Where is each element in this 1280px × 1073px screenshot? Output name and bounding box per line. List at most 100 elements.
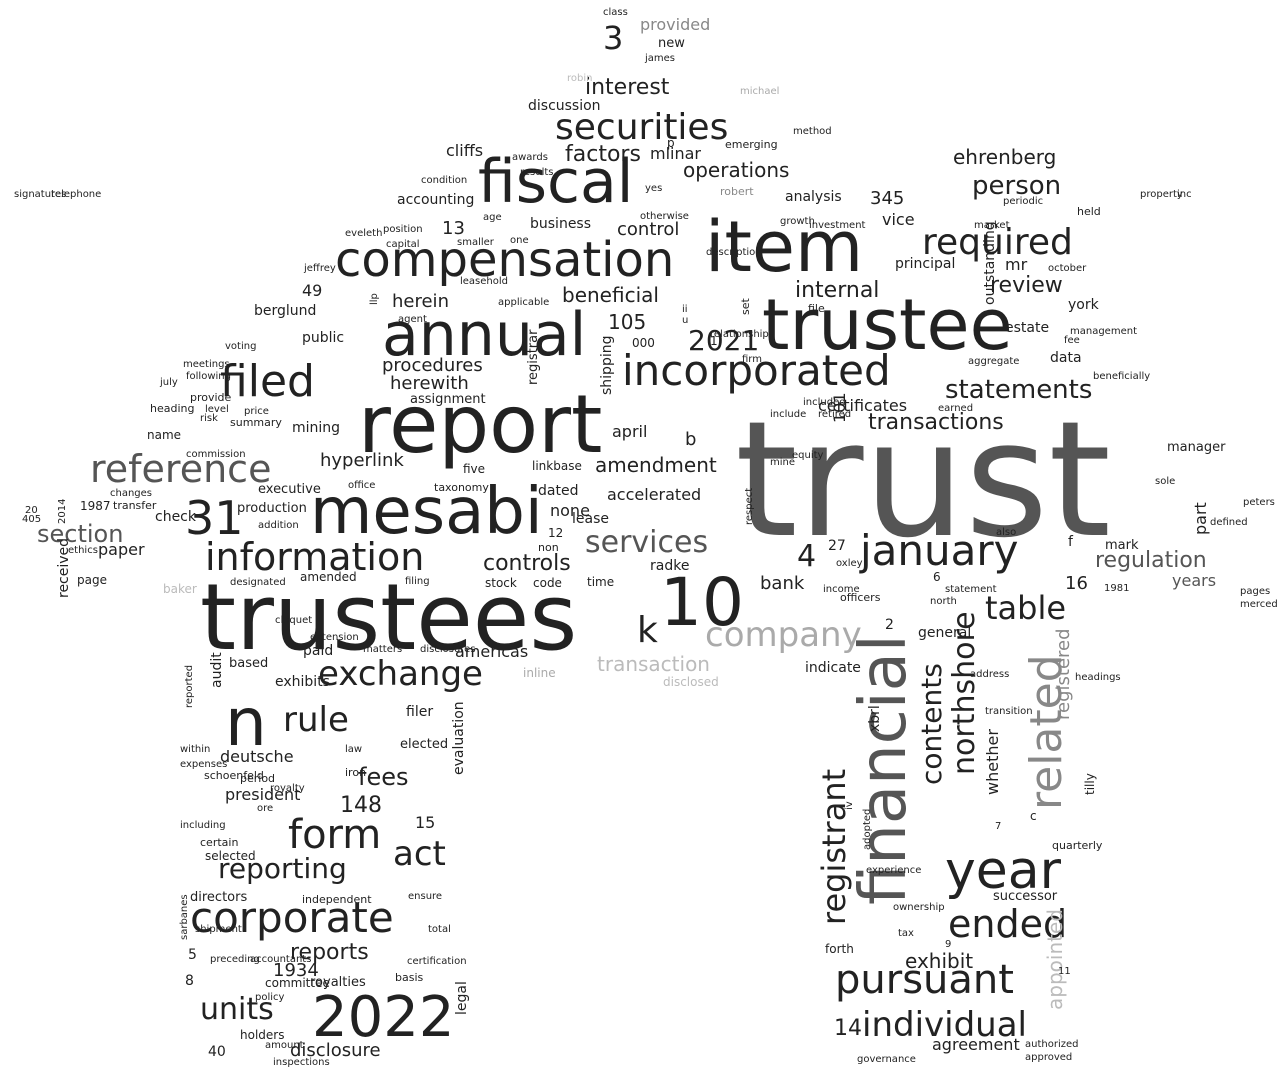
cloud-word: smaller: [457, 237, 494, 248]
cloud-word: cliffs: [446, 141, 484, 160]
cloud-word: approved: [1025, 1052, 1073, 1063]
cloud-word: iv: [844, 801, 855, 810]
cloud-word: accelerated: [607, 485, 702, 504]
cloud-word: lease: [572, 511, 609, 527]
cloud-word: deutsche: [220, 747, 294, 766]
cloud-word: transfer: [113, 499, 157, 512]
cloud-word: aggregate: [968, 356, 1020, 367]
cloud-word: results: [520, 167, 554, 178]
cloud-word: also: [996, 527, 1017, 538]
cloud-word: p: [667, 136, 675, 150]
cloud-word: 5: [188, 947, 197, 963]
cloud-word: herewith: [390, 373, 469, 394]
cloud-word: ownership: [893, 902, 945, 913]
cloud-word: non: [538, 541, 559, 554]
cloud-word: selected: [205, 849, 256, 863]
cloud-word: class: [603, 7, 628, 18]
cloud-word: voting: [225, 341, 257, 352]
cloud-word: report: [358, 378, 603, 471]
cloud-word: tilly: [1083, 773, 1097, 795]
cloud-word: filing: [405, 576, 430, 587]
cloud-word: analysis: [785, 189, 842, 205]
cloud-word: general: [918, 625, 972, 641]
cloud-word: k: [637, 610, 658, 651]
cloud-word: 6: [933, 570, 941, 584]
cloud-word: securities: [555, 107, 729, 148]
cloud-word: royalty: [270, 783, 305, 794]
cloud-word: units: [200, 992, 274, 1027]
cloud-word: operations: [683, 158, 790, 182]
cloud-word: agent: [398, 314, 427, 325]
cloud-word: contents: [915, 663, 948, 785]
cloud-word: jeffrey: [304, 263, 336, 274]
cloud-word: matters: [363, 644, 403, 655]
cloud-word: certificates: [818, 396, 908, 415]
cloud-word: radke: [650, 558, 690, 574]
cloud-word: total: [428, 924, 451, 935]
cloud-word: trust: [735, 386, 1112, 573]
cloud-word: discussion: [528, 98, 601, 114]
cloud-word: president: [225, 785, 301, 804]
cloud-word: market: [974, 220, 1010, 231]
cloud-word: include: [770, 409, 807, 420]
cloud-word: meetings: [183, 359, 230, 370]
cloud-word: 000: [632, 336, 655, 350]
cloud-word: holders: [240, 1028, 285, 1042]
cloud-word: 49: [302, 281, 323, 300]
cloud-word: telephone: [51, 189, 102, 200]
cloud-word: income: [823, 584, 860, 595]
cloud-word: paper: [98, 540, 145, 559]
cloud-word: check: [155, 509, 196, 525]
cloud-word: reference: [90, 447, 272, 491]
cloud-word: january: [860, 526, 1019, 575]
cloud-word: oxley: [836, 558, 863, 569]
cloud-word: james: [645, 53, 676, 64]
cloud-word: registrar: [526, 329, 541, 385]
cloud-word: authorized: [1025, 1039, 1079, 1050]
cloud-word: table: [985, 589, 1067, 627]
cloud-word: americas: [455, 642, 529, 661]
cloud-word: summary: [230, 416, 282, 429]
cloud-word: code: [533, 576, 562, 590]
cloud-word: 2: [885, 617, 894, 633]
cloud-word: north: [930, 596, 957, 607]
cloud-word: 148: [340, 793, 382, 818]
cloud-word: name: [147, 428, 182, 442]
cloud-word: adopted: [862, 808, 873, 850]
cloud-word: independent: [302, 893, 372, 906]
cloud-word: ethics: [68, 545, 98, 556]
cloud-word: relationships: [710, 329, 774, 340]
cloud-word: certification: [407, 956, 467, 967]
cloud-word: position: [383, 224, 423, 235]
cloud-word: 2014: [57, 498, 68, 524]
cloud-word: page: [77, 573, 107, 587]
cloud-word: provided: [640, 15, 711, 34]
cloud-word: agreement: [932, 1035, 1020, 1054]
cloud-word: hyperlink: [320, 450, 404, 471]
cloud-word: 13: [442, 218, 465, 239]
cloud-word: officers: [840, 591, 881, 604]
cloud-word: beneficial: [562, 283, 659, 307]
cloud-word: designated: [230, 577, 286, 588]
cloud-word: regulation: [1095, 548, 1207, 573]
cloud-word: merced: [1240, 599, 1278, 610]
cloud-word: set: [739, 298, 752, 315]
cloud-word: inc: [1177, 189, 1192, 200]
cloud-word: 10: [660, 564, 744, 641]
cloud-word: section: [37, 520, 124, 548]
cloud-word: year: [945, 841, 1062, 901]
cloud-word: sole: [1155, 476, 1176, 487]
cloud-word: october: [1048, 263, 1087, 274]
cloud-word: time: [587, 575, 615, 589]
cloud-word: incorporated: [622, 346, 891, 395]
cloud-word: peters: [1243, 497, 1275, 508]
cloud-word: 345: [870, 188, 905, 209]
cloud-word: services: [585, 525, 709, 560]
cloud-word: ensure: [408, 891, 443, 902]
cloud-word: applicable: [498, 297, 550, 308]
cloud-word: leasehold: [460, 276, 509, 287]
cloud-word: assignment: [410, 392, 486, 407]
cloud-word: data: [1050, 350, 1082, 366]
cloud-word: changes: [110, 488, 153, 499]
cloud-word: otherwise: [640, 211, 689, 222]
